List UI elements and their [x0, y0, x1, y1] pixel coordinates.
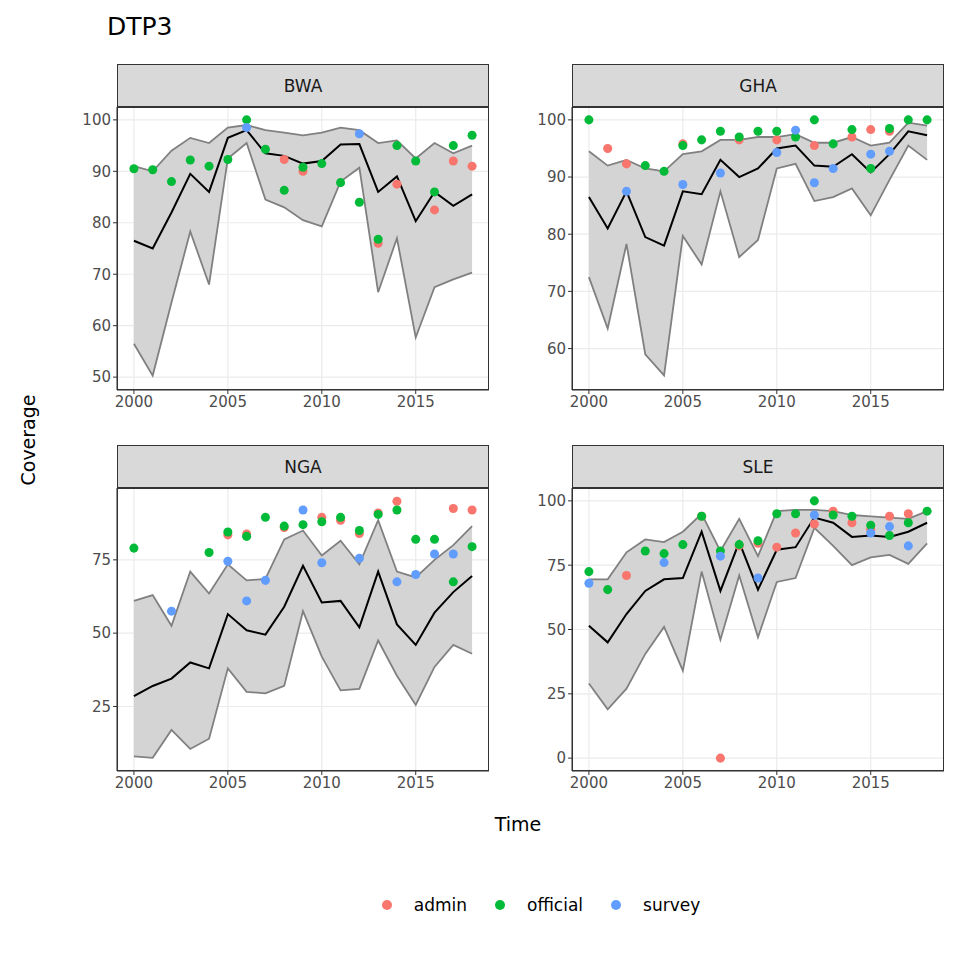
html-text:Coverage: Coverage	[17, 394, 39, 486]
svg-text:60: 60	[547, 340, 566, 358]
svg-text:2015: 2015	[397, 774, 435, 792]
svg-text:90: 90	[547, 168, 566, 186]
svg-text:80: 80	[547, 226, 566, 244]
html-text:GHA: GHA	[739, 75, 777, 96]
svg-text:50: 50	[92, 368, 111, 386]
svg-text:25: 25	[547, 685, 566, 703]
svg-text:2005: 2005	[664, 774, 702, 792]
svg-text:2000: 2000	[570, 774, 608, 792]
svg-text:70: 70	[92, 266, 111, 284]
svg-text:75: 75	[547, 557, 566, 575]
svg-text:2000: 2000	[115, 774, 153, 792]
html-text:SLE: SLE	[742, 456, 774, 477]
svg-text:2010: 2010	[758, 393, 796, 411]
html-text:BWA: BWA	[283, 75, 323, 96]
svg-text:2005: 2005	[209, 393, 247, 411]
svg-text:75: 75	[92, 551, 111, 569]
svg-text:2015: 2015	[852, 393, 890, 411]
svg-text:2015: 2015	[397, 393, 435, 411]
svg-text:2015: 2015	[852, 774, 890, 792]
svg-text:2005: 2005	[664, 393, 702, 411]
svg-text:2000: 2000	[115, 393, 153, 411]
svg-text:2010: 2010	[758, 774, 796, 792]
svg-text:2000: 2000	[570, 393, 608, 411]
html-text:admin: admin	[413, 895, 467, 915]
svg-text:60: 60	[92, 317, 111, 335]
svg-text:90: 90	[92, 163, 111, 181]
svg-text:80: 80	[92, 214, 111, 232]
svg-text:50: 50	[547, 621, 566, 639]
svg-text:50: 50	[92, 624, 111, 642]
html-text:Time: Time	[494, 813, 542, 835]
html-text:official: official	[527, 895, 584, 915]
html-text:NGA: NGA	[284, 456, 322, 477]
html-text:survey: survey	[643, 895, 701, 915]
svg-text:2010: 2010	[303, 774, 341, 792]
svg-text:70: 70	[547, 283, 566, 301]
svg-text:0: 0	[556, 749, 566, 767]
svg-text:2010: 2010	[303, 393, 341, 411]
html-text:DTP3: DTP3	[107, 12, 173, 41]
svg-text:100: 100	[82, 111, 111, 129]
svg-text:100: 100	[537, 111, 566, 129]
svg-text:2005: 2005	[209, 774, 247, 792]
svg-text:25: 25	[92, 698, 111, 716]
svg-text:100: 100	[537, 492, 566, 510]
